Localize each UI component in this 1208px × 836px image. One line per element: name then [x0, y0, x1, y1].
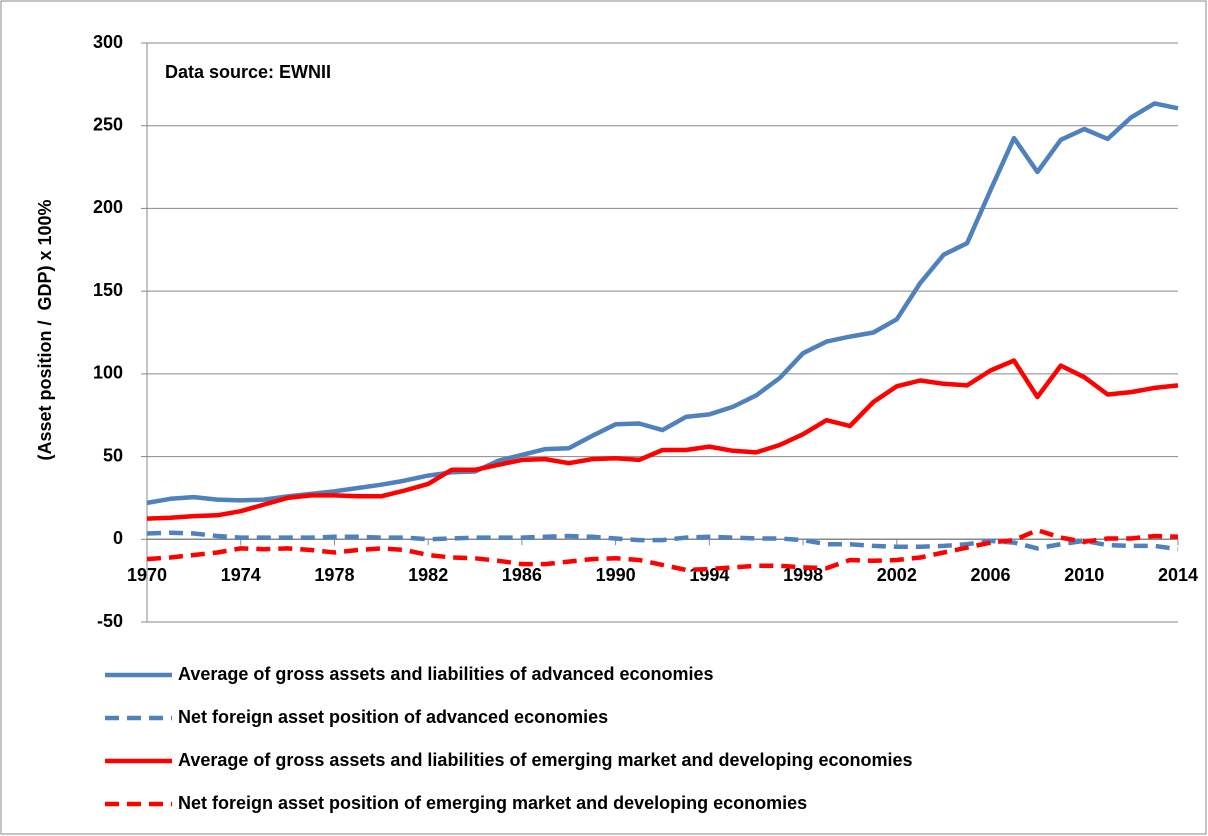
y-tick-label: 150: [93, 280, 123, 300]
x-tick-label: 1982: [408, 565, 448, 585]
x-tick-label: 1978: [314, 565, 354, 585]
legend-label: Average of gross assets and liabilities …: [178, 664, 714, 684]
x-tick-label: 2002: [877, 565, 917, 585]
legend-label: Average of gross assets and liabilities …: [178, 750, 913, 770]
series-line: [146, 527, 1179, 573]
series-line: [146, 358, 1179, 521]
x-tick-label: 2006: [971, 565, 1011, 585]
y-tick-label: 0: [113, 528, 123, 548]
y-tick-label: 100: [93, 363, 123, 383]
series-line: [146, 101, 1179, 506]
y-tick-label: -50: [97, 611, 123, 631]
y-tick-label: 200: [93, 197, 123, 217]
legend-label: Net foreign asset position of emerging m…: [178, 793, 807, 813]
x-tick-label: 2014: [1158, 565, 1198, 585]
x-tick-label: 1986: [502, 565, 542, 585]
y-tick-label: 300: [93, 32, 123, 52]
x-tick-label: 1970: [127, 565, 167, 585]
y-axis-label: (Asset position / GDP) x 100%: [35, 199, 55, 460]
x-tick-label: 1974: [221, 565, 261, 585]
x-tick-label: 1990: [596, 565, 636, 585]
x-tick-label: 1998: [783, 565, 823, 585]
y-tick-label: 50: [103, 445, 123, 465]
legend-label: Net foreign asset position of advanced e…: [178, 707, 608, 727]
x-tick-label: 2010: [1064, 565, 1104, 585]
annotation: Data source: EWNII: [165, 62, 331, 82]
y-tick-label: 250: [93, 114, 123, 134]
